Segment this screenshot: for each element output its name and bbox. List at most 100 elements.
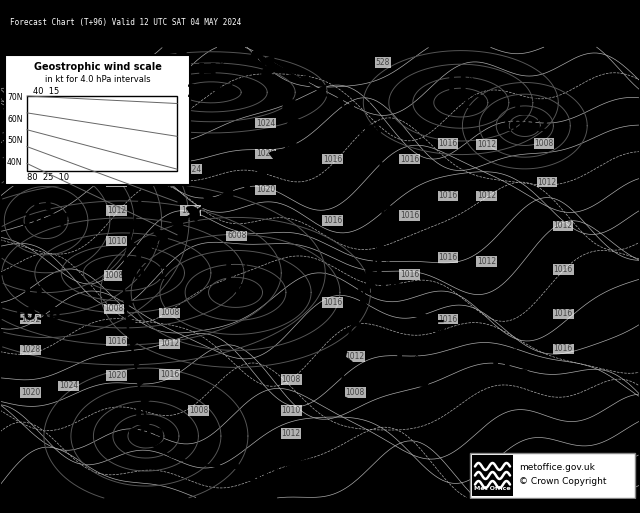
- Text: 1020: 1020: [107, 371, 126, 380]
- Text: 1016: 1016: [438, 314, 458, 324]
- Polygon shape: [271, 458, 280, 467]
- Polygon shape: [291, 456, 300, 464]
- Text: 1012: 1012: [477, 191, 496, 201]
- Text: 1016: 1016: [107, 152, 126, 161]
- Text: 1010: 1010: [282, 406, 301, 415]
- Text: 1021: 1021: [244, 467, 294, 485]
- Polygon shape: [372, 261, 381, 270]
- Polygon shape: [284, 65, 291, 73]
- Polygon shape: [347, 337, 356, 346]
- Bar: [0, 45, 640, 500]
- Polygon shape: [211, 458, 220, 467]
- Text: 1024: 1024: [256, 119, 275, 128]
- Polygon shape: [148, 162, 157, 171]
- Polygon shape: [269, 152, 282, 166]
- Polygon shape: [170, 218, 183, 233]
- Polygon shape: [317, 85, 326, 94]
- Text: 1024: 1024: [59, 381, 78, 390]
- Text: L: L: [513, 96, 529, 120]
- Text: L: L: [346, 101, 362, 125]
- Polygon shape: [283, 100, 299, 110]
- Text: 1016: 1016: [323, 154, 342, 164]
- Text: 1012: 1012: [107, 206, 126, 215]
- Polygon shape: [127, 319, 135, 327]
- Text: 1020: 1020: [256, 185, 275, 194]
- Text: 1016: 1016: [400, 270, 419, 279]
- Text: 1010: 1010: [107, 236, 126, 246]
- Text: 1016: 1016: [160, 370, 179, 379]
- Text: x: x: [243, 261, 248, 270]
- Text: x: x: [276, 444, 282, 454]
- Text: H: H: [491, 347, 512, 371]
- Text: Met Office: Met Office: [474, 485, 511, 490]
- Text: 1012: 1012: [477, 257, 496, 266]
- Text: 80  25  10: 80 25 10: [27, 172, 69, 182]
- Text: 1034: 1034: [186, 83, 236, 102]
- Polygon shape: [301, 75, 308, 84]
- Text: H: H: [254, 446, 275, 470]
- Text: H: H: [196, 63, 218, 86]
- Text: 1008: 1008: [534, 139, 554, 148]
- Polygon shape: [141, 397, 150, 406]
- Polygon shape: [149, 436, 157, 445]
- Polygon shape: [187, 207, 199, 221]
- Polygon shape: [177, 46, 186, 54]
- Text: © Crown Copyright: © Crown Copyright: [519, 477, 607, 485]
- Text: x: x: [385, 258, 390, 268]
- Text: L: L: [394, 352, 410, 376]
- Text: 1016: 1016: [107, 337, 126, 346]
- Text: 40N: 40N: [7, 158, 22, 167]
- Polygon shape: [287, 119, 303, 128]
- Text: 1017: 1017: [436, 93, 486, 112]
- Text: 1008: 1008: [104, 271, 124, 280]
- Polygon shape: [231, 460, 240, 468]
- Text: 1008: 1008: [282, 375, 301, 384]
- Text: 1016: 1016: [438, 191, 458, 201]
- Bar: [470, 453, 635, 498]
- Text: 1028: 1028: [21, 345, 40, 354]
- Polygon shape: [344, 357, 352, 365]
- Text: x: x: [153, 404, 159, 414]
- Text: Geostrophic wind scale: Geostrophic wind scale: [33, 62, 161, 72]
- Polygon shape: [165, 84, 174, 93]
- Polygon shape: [155, 442, 163, 451]
- Polygon shape: [124, 259, 132, 268]
- Polygon shape: [138, 378, 146, 386]
- Polygon shape: [191, 456, 200, 465]
- Text: 1024: 1024: [182, 165, 202, 174]
- Text: x: x: [218, 61, 224, 70]
- Polygon shape: [352, 318, 361, 326]
- Bar: [27, 96, 177, 171]
- Text: 1016: 1016: [554, 265, 573, 274]
- Polygon shape: [365, 281, 374, 289]
- Text: H: H: [446, 73, 467, 96]
- Text: 70N: 70N: [7, 93, 22, 103]
- Bar: [0, 500, 640, 513]
- Polygon shape: [382, 182, 390, 191]
- Text: 1016: 1016: [438, 253, 458, 262]
- Text: 1015: 1015: [381, 373, 431, 391]
- Text: 1016: 1016: [400, 154, 419, 164]
- Text: 1008: 1008: [104, 304, 124, 313]
- Polygon shape: [127, 240, 136, 248]
- Polygon shape: [124, 279, 132, 287]
- Text: x: x: [365, 99, 371, 109]
- Polygon shape: [134, 358, 143, 366]
- Text: x: x: [532, 94, 538, 104]
- Text: 60N: 60N: [7, 115, 22, 124]
- Text: 1012: 1012: [538, 177, 557, 187]
- Polygon shape: [342, 377, 351, 385]
- Text: 1008: 1008: [160, 308, 179, 318]
- Text: 1019: 1019: [353, 281, 403, 299]
- Text: 1020: 1020: [481, 368, 531, 386]
- Polygon shape: [359, 300, 368, 308]
- Text: 1028: 1028: [256, 149, 275, 159]
- Text: 1012: 1012: [282, 429, 301, 438]
- Polygon shape: [262, 66, 276, 78]
- Text: H: H: [363, 260, 384, 284]
- Polygon shape: [383, 202, 390, 211]
- Polygon shape: [138, 244, 152, 257]
- Text: x: x: [153, 243, 159, 252]
- Text: 1002: 1002: [500, 116, 550, 135]
- Polygon shape: [153, 143, 161, 151]
